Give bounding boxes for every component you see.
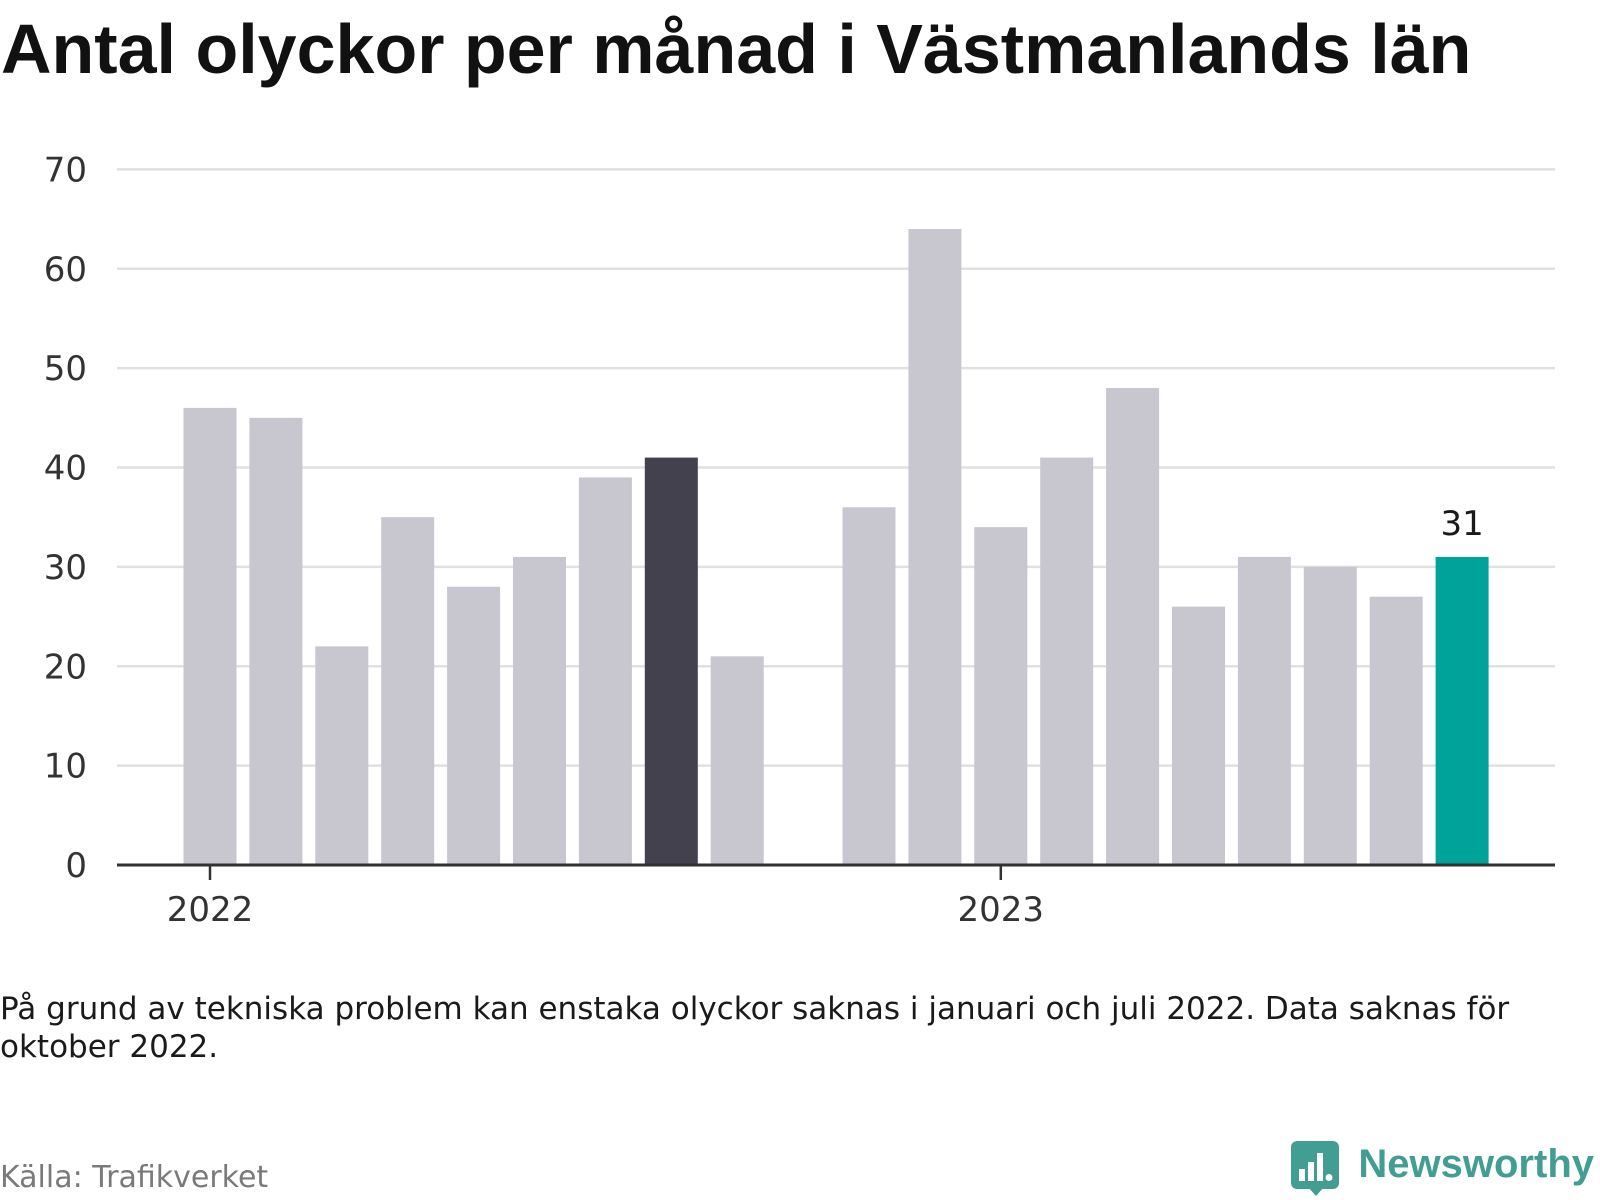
y-tick-label: 30	[44, 548, 87, 588]
bar	[1369, 596, 1423, 865]
y-tick-label: 70	[44, 150, 87, 190]
bar	[513, 556, 566, 865]
bar	[710, 656, 764, 865]
x-tick-label: 2023	[958, 890, 1045, 930]
logo-text: Newsworthy	[1358, 1142, 1594, 1186]
bar	[249, 417, 303, 865]
bar	[1040, 457, 1094, 865]
axes: 0 10 20 30 40 50 60 70 2022 2023	[44, 150, 1555, 930]
bar	[183, 407, 237, 865]
bar	[842, 507, 896, 865]
data-label: 31	[1440, 504, 1483, 544]
y-tick-label: 50	[44, 349, 87, 389]
y-tick-label: 20	[44, 647, 87, 687]
y-tick-label: 10	[44, 747, 87, 787]
y-tick-label: 0	[65, 846, 87, 886]
bars	[183, 229, 1489, 866]
bar	[1237, 556, 1291, 865]
bar	[644, 457, 698, 865]
bar	[315, 646, 369, 865]
x-tick-label: 2022	[167, 890, 254, 930]
y-tick-label: 60	[44, 250, 87, 290]
bar	[1303, 566, 1357, 865]
bar	[1172, 606, 1225, 865]
bar	[1435, 556, 1489, 865]
bar-chart: 0 10 20 30 40 50 60 70 2022 2023 31	[44, 150, 1555, 930]
bar	[381, 517, 435, 865]
bar	[974, 527, 1028, 865]
bar	[1106, 388, 1160, 865]
y-tick-label: 40	[44, 449, 87, 489]
footnote: På grund av tekniska problem kan enstaka…	[0, 991, 1510, 1065]
data-labels: 31	[1440, 504, 1483, 544]
chart-title: Antal olyckor per månad i Västmanlands l…	[1, 10, 1472, 88]
source-credit: Källa: Trafikverket	[0, 1160, 269, 1195]
bar	[908, 229, 962, 866]
bar-chart-bubble-icon	[1291, 1141, 1339, 1196]
bar	[578, 477, 632, 865]
bar	[447, 586, 501, 865]
